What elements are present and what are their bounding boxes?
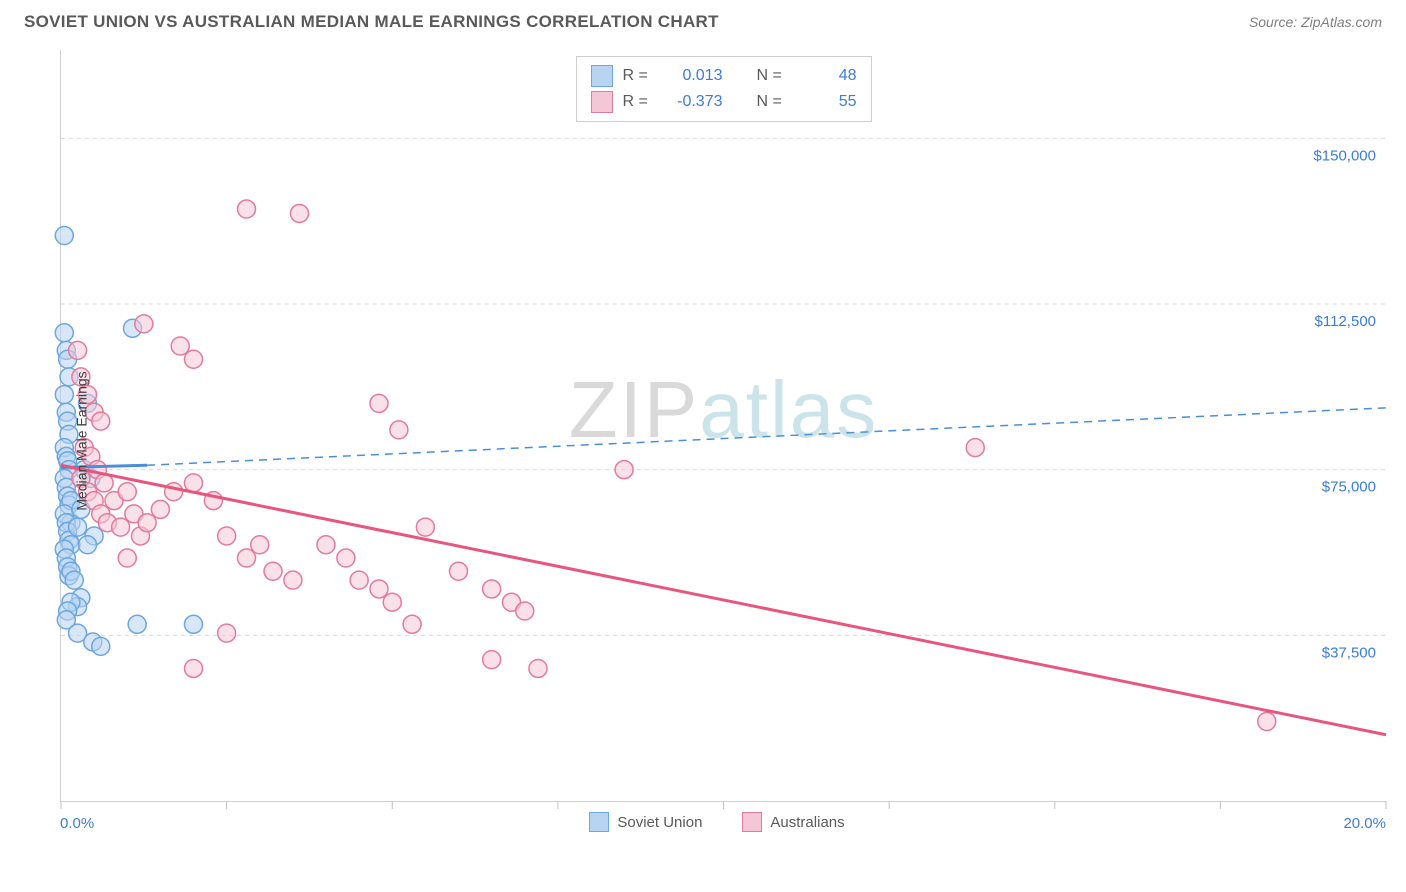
plot-wrap: $37,500$75,000$112,500$150,000 ZIPatlas …: [48, 50, 1386, 832]
stats-n-label: N =: [757, 93, 787, 111]
legend-label: Soviet Union: [617, 814, 702, 831]
legend-swatch-soviet: [589, 812, 609, 832]
stats-r-value: -0.373: [663, 93, 723, 111]
plot-area: $37,500$75,000$112,500$150,000 ZIPatlas …: [60, 50, 1386, 802]
bottom-legend: Soviet Union Australians: [48, 812, 1386, 832]
svg-text:$150,000: $150,000: [1313, 147, 1376, 164]
stats-r-value: 0.013: [663, 67, 723, 85]
stats-swatch-soviet: [591, 65, 613, 87]
legend-item-australians: Australians: [742, 812, 844, 832]
chart-svg: $37,500 $75,000 $112,500 $150,000: [61, 50, 1386, 801]
svg-text:$75,000: $75,000: [1322, 479, 1376, 496]
chart-source: Source: ZipAtlas.com: [1249, 14, 1382, 30]
stats-row-1: R = 0.013 N = 48: [591, 63, 857, 89]
legend-swatch-australians: [742, 812, 762, 832]
stats-n-value: 55: [797, 93, 857, 111]
stats-r-label: R =: [623, 67, 653, 85]
stats-n-label: N =: [757, 67, 787, 85]
svg-text:$112,500: $112,500: [1315, 313, 1376, 330]
chart-title: SOVIET UNION VS AUSTRALIAN MEDIAN MALE E…: [24, 12, 719, 32]
svg-text:$37,500: $37,500: [1322, 644, 1376, 661]
chart-header: SOVIET UNION VS AUSTRALIAN MEDIAN MALE E…: [0, 0, 1406, 40]
legend-item-soviet: Soviet Union: [589, 812, 702, 832]
y-axis-label: Median Male Earnings: [74, 371, 90, 510]
legend-label: Australians: [770, 814, 844, 831]
stats-box: R = 0.013 N = 48 R = -0.373 N = 55: [576, 56, 872, 122]
stats-row-2: R = -0.373 N = 55: [591, 89, 857, 115]
stats-n-value: 48: [797, 67, 857, 85]
stats-r-label: R =: [623, 93, 653, 111]
stats-swatch-australians: [591, 91, 613, 113]
